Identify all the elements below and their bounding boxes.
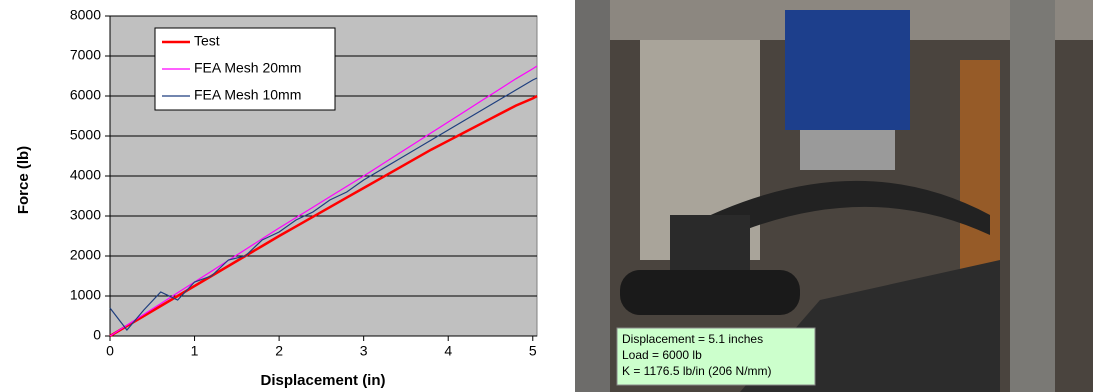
legend-label: Test <box>194 33 220 49</box>
y-tick-label: 4000 <box>70 167 101 183</box>
legend-label: FEA Mesh 10mm <box>194 87 301 103</box>
y-axis-title: Force (lb) <box>15 146 32 214</box>
legend-label: FEA Mesh 20mm <box>194 60 301 76</box>
data-line <box>109 65 538 337</box>
y-tick-label: 1000 <box>70 287 101 303</box>
x-tick-label: 2 <box>275 343 283 359</box>
x-tick-label: 0 <box>106 343 114 359</box>
y-tick-label: 2000 <box>70 247 101 263</box>
x-tick-label: 3 <box>360 343 368 359</box>
annotation-box <box>616 327 816 386</box>
y-tick-label: 3000 <box>70 207 101 223</box>
data-line <box>109 94 538 338</box>
x-tick-label: 4 <box>444 343 452 359</box>
y-tick-label: 7000 <box>70 47 101 63</box>
y-tick-label: 6000 <box>70 87 101 103</box>
y-tick-label: 8000 <box>70 7 101 23</box>
x-tick-label: 5 <box>529 343 537 359</box>
y-tick-label: 0 <box>93 327 101 343</box>
annotation-line: Displacement = 5.1 inches <box>622 332 763 346</box>
annotation-line: K = 1176.5 lb/in (206 N/mm) <box>622 364 772 378</box>
photo <box>575 0 1093 392</box>
x-axis-title: Displacement (in) <box>260 372 385 389</box>
data-line <box>109 77 538 331</box>
y-tick-label: 5000 <box>70 127 101 143</box>
annotation-line: Load = 6000 lb <box>622 348 702 362</box>
legend: Test FEA Mesh 20mm FEA Mesh 10mm <box>154 27 336 111</box>
x-tick-label: 1 <box>191 343 199 359</box>
